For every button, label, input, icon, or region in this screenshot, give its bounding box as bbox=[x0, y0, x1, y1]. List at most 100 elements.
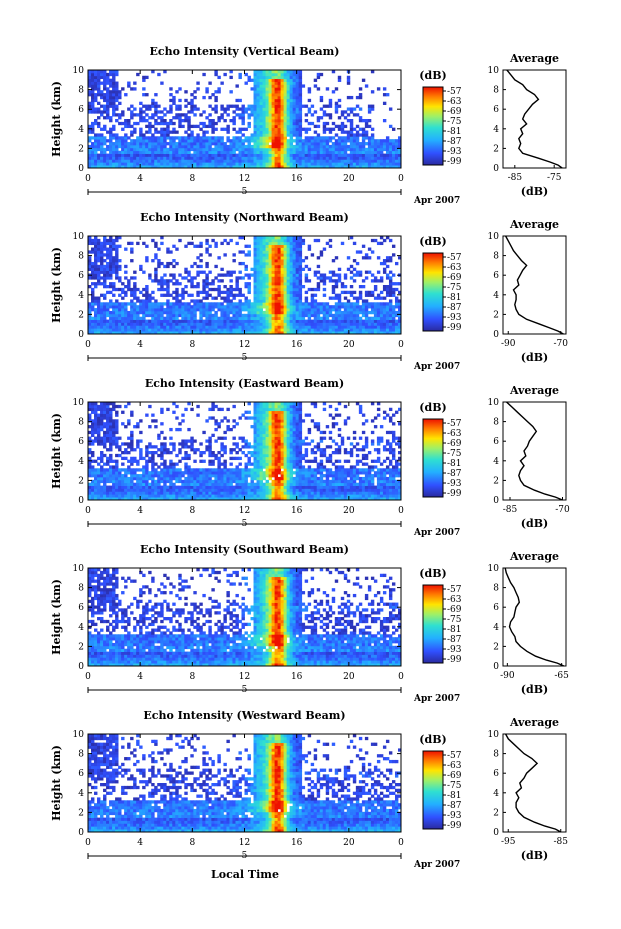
heatmap-cell bbox=[166, 147, 170, 152]
heatmap-cell bbox=[292, 104, 297, 108]
heatmap-cell bbox=[247, 156, 251, 160]
heatmap-cell bbox=[196, 293, 200, 297]
heatmap-cell bbox=[376, 139, 381, 143]
heatmap-cell bbox=[88, 153, 92, 157]
heatmap-cell bbox=[253, 70, 257, 74]
heatmap-cell bbox=[283, 244, 288, 248]
heatmap-cell bbox=[211, 308, 215, 312]
heatmap-cell bbox=[307, 331, 312, 335]
heatmap-cell bbox=[214, 142, 218, 146]
heatmap-cell bbox=[166, 133, 170, 137]
heatmap-cell bbox=[268, 279, 272, 283]
heatmap-cell bbox=[322, 104, 327, 108]
heatmap-cell bbox=[163, 153, 167, 157]
heatmap-cell bbox=[199, 325, 203, 329]
heatmap-cell bbox=[292, 296, 297, 300]
heatmap-cell bbox=[94, 162, 98, 166]
heatmap-cell bbox=[262, 70, 266, 74]
heatmap-cell bbox=[271, 95, 275, 100]
heatmap-cell bbox=[187, 270, 191, 274]
heatmap-cell bbox=[232, 139, 236, 143]
heatmap-cell bbox=[256, 264, 260, 269]
heatmap-cell bbox=[352, 136, 357, 140]
heatmap-cell bbox=[307, 139, 312, 143]
heatmap-cell bbox=[280, 81, 285, 85]
heatmap-cell bbox=[148, 313, 152, 318]
heatmap-cell bbox=[139, 328, 143, 332]
heatmap-cell bbox=[154, 162, 158, 166]
heatmap-cell bbox=[277, 236, 282, 240]
heatmap-cell bbox=[175, 116, 179, 120]
heatmap-cell bbox=[286, 322, 291, 326]
heatmap-cell bbox=[232, 162, 236, 166]
heatmap-cell bbox=[259, 165, 263, 169]
heatmap-cell bbox=[235, 84, 239, 88]
heatmap-cell bbox=[334, 153, 339, 157]
heatmap-cell bbox=[268, 139, 272, 143]
heatmap-cell bbox=[307, 302, 312, 306]
heatmap-cell bbox=[196, 156, 200, 160]
heatmap-cell bbox=[361, 244, 366, 248]
heatmap-cell bbox=[202, 325, 206, 329]
heatmap-cell bbox=[397, 290, 402, 295]
heatmap-cell bbox=[253, 322, 257, 326]
heatmap-cell bbox=[217, 331, 221, 335]
heatmap-cell bbox=[109, 159, 113, 163]
heatmap-cell bbox=[217, 293, 221, 297]
heatmap-cell bbox=[337, 136, 342, 140]
heatmap-cell bbox=[289, 287, 294, 292]
heatmap-cell bbox=[130, 433, 134, 437]
heatmap-cell bbox=[340, 313, 345, 318]
heatmap-cell bbox=[250, 139, 254, 143]
heatmap-cell bbox=[286, 101, 291, 105]
heatmap-cell bbox=[160, 305, 164, 309]
heatmap-cell bbox=[265, 121, 269, 126]
heatmap-cell bbox=[187, 124, 191, 129]
heatmap-cell bbox=[259, 136, 263, 140]
heatmap-cell bbox=[121, 491, 125, 495]
heatmap-cell bbox=[352, 259, 357, 263]
heatmap-cell bbox=[172, 471, 176, 475]
heatmap-cell bbox=[145, 479, 149, 484]
heatmap-cell bbox=[130, 488, 134, 492]
heatmap-cell bbox=[214, 70, 218, 74]
heatmap-cell bbox=[397, 305, 402, 309]
heatmap-cell bbox=[277, 290, 282, 295]
heatmap-cell bbox=[253, 273, 257, 277]
heatmap-cell bbox=[394, 328, 399, 332]
heatmap-cell bbox=[133, 162, 137, 166]
heatmap-cell bbox=[244, 159, 248, 163]
avg-y-tick-label: 6 bbox=[493, 271, 499, 281]
heatmap-cell bbox=[106, 253, 110, 257]
heatmap-cell bbox=[328, 104, 333, 108]
heatmap-cell bbox=[160, 479, 164, 484]
heatmap-cell bbox=[367, 136, 372, 140]
heatmap-cell bbox=[310, 165, 315, 169]
heatmap-cell bbox=[271, 144, 275, 149]
heatmap-cell bbox=[271, 165, 275, 169]
heatmap-cell bbox=[286, 313, 291, 318]
heatmap-cell bbox=[343, 325, 348, 329]
heatmap-cell bbox=[322, 142, 327, 146]
heatmap-cell bbox=[328, 144, 333, 149]
heatmap-cell bbox=[88, 491, 92, 495]
heatmap-cell bbox=[352, 147, 357, 152]
heatmap-cell bbox=[160, 410, 164, 414]
heatmap-cell bbox=[277, 113, 282, 117]
heatmap-cell bbox=[253, 90, 257, 94]
heatmap-cell bbox=[379, 308, 384, 312]
heatmap-cell bbox=[118, 293, 122, 297]
heatmap-cell bbox=[235, 279, 239, 283]
heatmap-cell bbox=[130, 162, 134, 166]
heatmap-cell bbox=[136, 144, 140, 149]
heatmap-cell bbox=[223, 147, 227, 152]
heatmap-cell bbox=[94, 259, 98, 263]
heatmap-cell bbox=[265, 165, 269, 169]
heatmap-cell bbox=[301, 150, 306, 154]
heatmap-cell bbox=[322, 319, 327, 323]
heatmap-cell bbox=[343, 285, 348, 289]
heatmap-cell bbox=[220, 325, 224, 329]
heatmap-cell bbox=[280, 236, 285, 240]
heatmap-cell bbox=[265, 153, 269, 157]
heatmap-cell bbox=[94, 81, 98, 85]
